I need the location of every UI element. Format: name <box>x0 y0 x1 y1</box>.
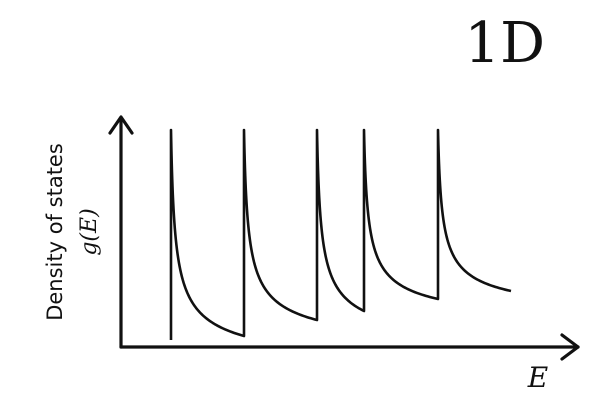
figure-title: 1D <box>464 11 545 76</box>
y-axis-arrowhead <box>108 115 134 135</box>
axes <box>108 115 580 361</box>
y-axis-label-line2: g(E) <box>77 208 102 255</box>
y-axis-label-line1: Density of states <box>43 143 67 321</box>
dos-sawtooth-curve <box>169 128 512 340</box>
x-axis-label: E <box>527 361 548 394</box>
dos-curves <box>169 128 512 340</box>
x-axis-arrowhead <box>560 333 580 361</box>
